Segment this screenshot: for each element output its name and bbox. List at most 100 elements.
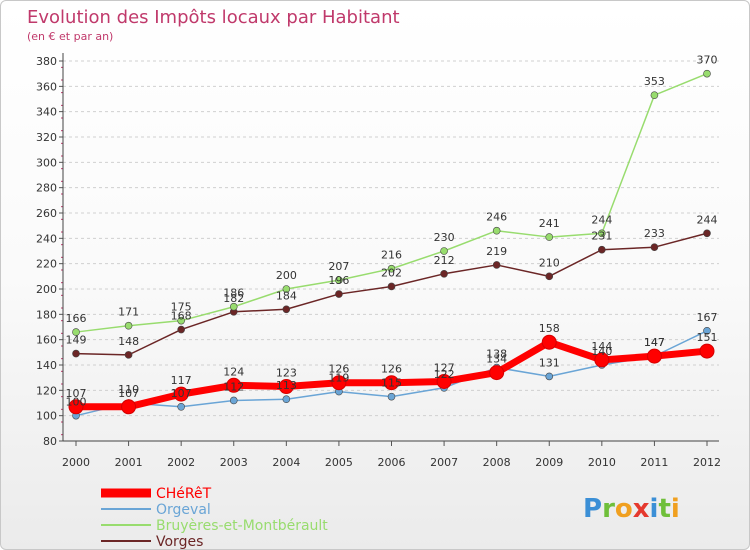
data-point xyxy=(173,386,189,402)
data-point xyxy=(489,365,505,381)
data-label: 124 xyxy=(223,365,244,378)
data-point xyxy=(594,352,610,368)
y-tick-label: 320 xyxy=(36,131,57,144)
data-point xyxy=(703,229,711,238)
data-point xyxy=(72,328,80,336)
data-label: 140 xyxy=(591,345,612,358)
data-point xyxy=(436,373,452,389)
data-label: 231 xyxy=(591,230,612,243)
data-label: 138 xyxy=(486,348,507,361)
x-tick-label: 2010 xyxy=(588,456,616,469)
data-point xyxy=(68,399,84,415)
data-label: 166 xyxy=(66,312,87,325)
y-tick-label: 140 xyxy=(36,359,57,372)
x-tick-label: 2002 xyxy=(167,456,195,469)
data-label: 216 xyxy=(381,249,402,262)
data-label: 353 xyxy=(644,75,665,88)
data-label: 126 xyxy=(328,363,349,376)
axes: 80 100 120 140 160 180 200 220 240 260 280 300 320 34… xyxy=(36,53,721,469)
x-tick-label: 2006 xyxy=(378,456,406,469)
data-point xyxy=(229,396,238,405)
data-label: 184 xyxy=(276,289,297,302)
data-point xyxy=(177,402,185,411)
series-points xyxy=(68,69,715,420)
data-point xyxy=(545,272,554,281)
data-label: 110 xyxy=(118,383,139,396)
data-point xyxy=(335,290,343,298)
data-label: 200 xyxy=(276,269,297,282)
x-tick-label: 2004 xyxy=(272,456,300,469)
data-label: 244 xyxy=(591,213,612,226)
data-label: 207 xyxy=(328,260,349,273)
data-point xyxy=(282,285,291,293)
data-label: 134 xyxy=(486,353,507,366)
data-point xyxy=(124,351,133,359)
x-tick-label: 2003 xyxy=(220,456,248,469)
y-tick-label: 280 xyxy=(36,182,57,195)
data-label: 113 xyxy=(276,379,297,392)
x-tick-label: 2007 xyxy=(430,456,458,469)
logo-letter: r xyxy=(602,494,615,524)
data-point xyxy=(440,247,448,255)
proxiti-logo: Proxiti xyxy=(583,494,680,524)
data-point xyxy=(440,269,448,278)
data-point xyxy=(646,348,662,364)
legend-label: Bruyères-et-Montbérault xyxy=(156,518,328,534)
data-label: 149 xyxy=(66,334,87,347)
chart-title: Evolution des Impôts locaux par Habitant xyxy=(27,7,400,28)
data-label: 244 xyxy=(697,213,718,226)
data-label: 196 xyxy=(328,274,349,287)
logo-letter: i xyxy=(671,494,680,524)
data-point xyxy=(598,229,606,238)
logo-letter: P xyxy=(583,494,602,524)
y-tick-label: 180 xyxy=(36,308,57,321)
data-label: 246 xyxy=(486,211,507,224)
data-point xyxy=(384,375,399,391)
data-label: 182 xyxy=(223,292,244,305)
y-tick-label: 220 xyxy=(36,258,57,271)
chart-subtitle: (en € et par an) xyxy=(27,30,113,43)
y-tick-label: 240 xyxy=(36,232,57,245)
y-tick-label: 260 xyxy=(36,207,57,220)
y-tick-label: 380 xyxy=(36,55,57,68)
data-point xyxy=(387,264,396,273)
data-label: 230 xyxy=(434,231,455,244)
data-point xyxy=(650,243,659,251)
legend-label: Vorges xyxy=(156,534,203,550)
x-tick-label: 2012 xyxy=(693,456,721,469)
data-point xyxy=(492,261,501,269)
data-label: 144 xyxy=(591,340,612,353)
data-label: 112 xyxy=(223,380,244,393)
data-label: 147 xyxy=(644,336,665,349)
y-tick-label: 100 xyxy=(36,410,57,423)
y-tick-label: 160 xyxy=(36,334,57,347)
data-point xyxy=(177,316,185,325)
data-labels: 149 148 168 182 184 196 202 212 219 210 231 233 244 1… xyxy=(66,54,718,409)
logo-text: Proxiti xyxy=(583,494,680,524)
data-point xyxy=(331,375,347,391)
data-label: 107 xyxy=(171,387,192,400)
data-point xyxy=(492,226,501,235)
y-tick-label: 360 xyxy=(36,80,57,93)
data-point xyxy=(335,276,343,284)
data-label: 167 xyxy=(697,311,718,324)
data-point xyxy=(177,325,185,334)
data-label: 107 xyxy=(66,387,87,400)
data-label: 168 xyxy=(171,310,192,323)
data-point xyxy=(699,343,715,359)
data-label: 370 xyxy=(697,54,718,67)
x-tick-label: 2008 xyxy=(483,456,511,469)
y-tick-label: 300 xyxy=(36,156,57,169)
data-point xyxy=(124,321,133,330)
logo-letter: o xyxy=(615,494,633,524)
legend-label: Orgeval xyxy=(156,502,211,518)
data-label: 233 xyxy=(644,227,665,240)
x-tick-label: 2001 xyxy=(115,456,143,469)
data-point xyxy=(387,282,396,291)
y-tick-label: 200 xyxy=(36,283,57,296)
data-label: 148 xyxy=(118,335,139,348)
grid xyxy=(63,60,719,442)
x-tick-label: 2009 xyxy=(535,456,563,469)
data-point xyxy=(545,372,554,381)
